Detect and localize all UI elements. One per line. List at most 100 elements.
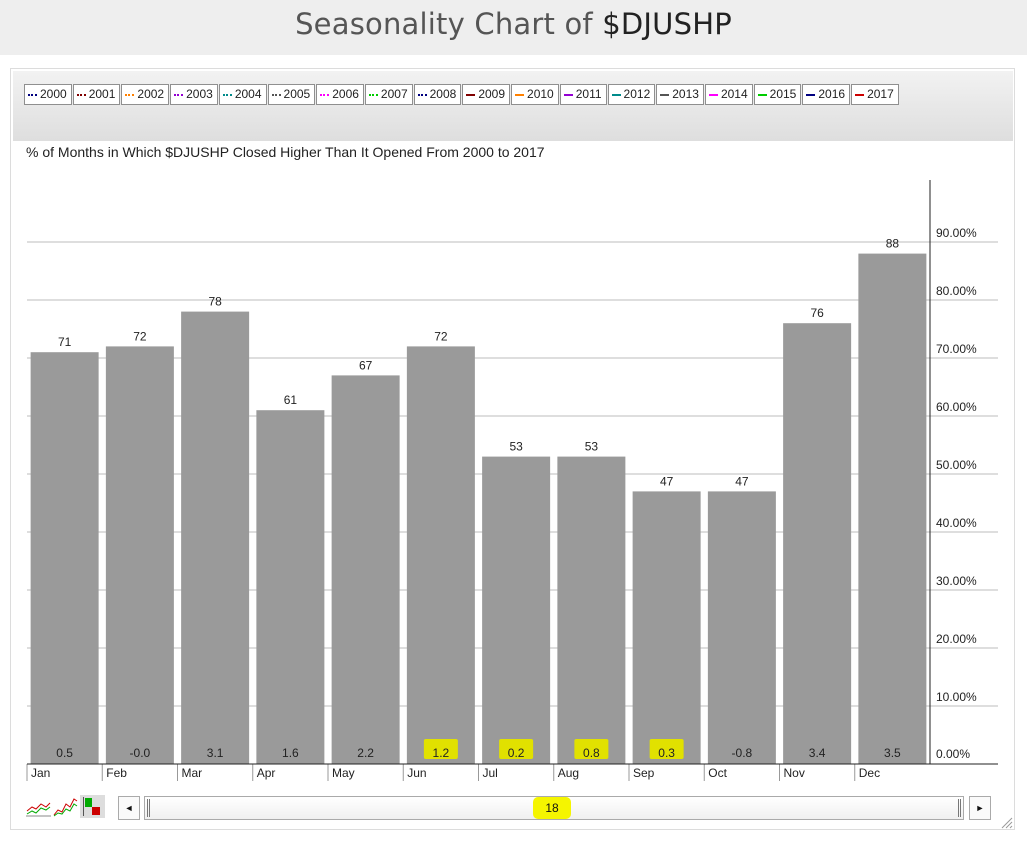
legend-item-2014[interactable]: 2014 (704, 84, 753, 105)
legend-label: 2000 (40, 87, 67, 101)
x-tick-label: Oct (708, 766, 727, 780)
legend-label: 2008 (429, 87, 457, 101)
legend-label: 2003 (186, 87, 213, 101)
x-tick-label: Sep (633, 766, 655, 780)
bar-nov (783, 323, 852, 764)
bar-sep (632, 491, 701, 764)
avg-change-label: 0.2 (508, 746, 525, 760)
bar-value-label: 53 (509, 440, 523, 454)
y-tick-label: 30.00% (936, 574, 977, 588)
legend-swatch-2014 (708, 93, 718, 96)
legend-item-2002[interactable]: 2002 (121, 84, 170, 105)
bar-feb (105, 346, 174, 764)
legend-swatch-2000 (28, 93, 37, 96)
highlight-marker (499, 739, 534, 759)
legend-swatch-2011 (563, 93, 573, 96)
bar-chart-icon[interactable] (80, 795, 105, 818)
x-tick-label: Apr (257, 766, 276, 780)
x-tick-label: Nov (784, 766, 805, 780)
bar-value-label: 76 (810, 306, 824, 320)
legend-label: 2012 (623, 87, 651, 101)
legend-item-2011[interactable]: 2011 (559, 84, 607, 105)
legend-item-2015[interactable]: 2015 (753, 84, 802, 105)
avg-change-label: 3.5 (884, 746, 901, 760)
legend-swatch-2005 (271, 93, 281, 96)
legend-item-2003[interactable]: 2003 (170, 84, 218, 105)
chart-subtitle: % of Months in Which $DJUSHP Closed High… (26, 144, 545, 160)
legend-swatch-2002 (125, 93, 135, 96)
legend-item-2001[interactable]: 2001 (72, 84, 121, 105)
bar-value-label: 47 (735, 474, 749, 488)
y-tick-label: 60.00% (936, 400, 977, 414)
bar-oct (707, 491, 776, 764)
avg-change-label: -0.0 (130, 746, 151, 760)
bar-dec (858, 253, 927, 764)
legend-swatch-2010 (515, 93, 525, 96)
legend-item-2009[interactable]: 2009 (462, 84, 511, 105)
legend-item-2006[interactable]: 2006 (316, 84, 364, 105)
performance-chart-icon[interactable] (53, 795, 78, 818)
legend-label: 2011 (575, 87, 602, 101)
x-tick-label: Mar (182, 766, 203, 780)
scroll-grip-right[interactable] (958, 799, 961, 817)
bar-jan (30, 352, 99, 764)
y-tick-label: 0.00% (936, 747, 970, 761)
bar-value-label: 71 (58, 335, 72, 349)
y-tick-label: 50.00% (936, 458, 977, 472)
legend-item-2007[interactable]: 2007 (364, 84, 413, 105)
legend-label: 2009 (478, 87, 506, 101)
y-tick-label: 20.00% (936, 632, 977, 646)
legend-label: 2017 (867, 87, 894, 101)
line-chart-icon[interactable] (26, 795, 51, 818)
bar-mar (181, 311, 250, 764)
bar-value-label: 72 (133, 329, 147, 343)
legend-label: 2016 (818, 87, 846, 101)
highlight-marker (649, 739, 684, 759)
scroll-left-button[interactable]: ◄ (118, 796, 140, 820)
bar-aug (557, 456, 626, 764)
bar-value-label: 88 (886, 237, 900, 251)
avg-change-label: 0.3 (658, 746, 675, 760)
legend-item-2010[interactable]: 2010 (511, 84, 559, 105)
legend-swatch-2016 (806, 93, 816, 96)
legend-item-2000[interactable]: 2000 (24, 84, 72, 105)
legend-swatch-2001 (76, 93, 86, 96)
legend-label: 2015 (769, 87, 797, 101)
page-title: Seasonality Chart of $DJUSHP (295, 7, 732, 41)
legend-item-2004[interactable]: 2004 (218, 84, 267, 105)
legend-item-2016[interactable]: 2016 (802, 84, 851, 105)
legend-label: 2002 (137, 87, 165, 101)
bar-value-label: 72 (434, 329, 448, 343)
bar-value-label: 47 (660, 474, 674, 488)
avg-change-label: -0.8 (732, 746, 753, 760)
bar-value-label: 61 (284, 393, 298, 407)
legend-item-2013[interactable]: 2013 (656, 84, 704, 105)
legend-label: 2010 (527, 87, 554, 101)
avg-change-label: 3.1 (207, 746, 224, 760)
period-count-label: 18 (533, 797, 571, 819)
x-tick-label: May (332, 766, 355, 780)
legend-item-2005[interactable]: 2005 (267, 84, 316, 105)
legend-swatch-2004 (222, 93, 232, 96)
x-tick-label: Aug (558, 766, 579, 780)
scroll-right-button[interactable]: ► (969, 796, 991, 820)
legend-item-2008[interactable]: 2008 (413, 84, 462, 105)
legend-item-2012[interactable]: 2012 (607, 84, 656, 105)
legend-swatch-2009 (466, 93, 476, 96)
legend-label: 2014 (720, 87, 748, 101)
legend-swatch-2013 (660, 93, 670, 96)
page-header: Seasonality Chart of $DJUSHP (0, 0, 1027, 55)
legend-item-2017[interactable]: 2017 (851, 84, 899, 105)
legend-swatch-2012 (611, 93, 621, 96)
y-tick-label: 90.00% (936, 226, 977, 240)
avg-change-label: 0.8 (583, 746, 600, 760)
bar-value-label: 53 (585, 440, 599, 454)
legend-swatch-2008 (417, 93, 427, 96)
scroll-grip-left[interactable] (147, 799, 150, 817)
x-tick-label: Jul (483, 766, 498, 780)
resize-grip-icon[interactable] (1001, 817, 1013, 829)
x-tick-label: Feb (106, 766, 127, 780)
y-tick-label: 40.00% (936, 516, 977, 530)
legend-label: 2007 (380, 87, 408, 101)
